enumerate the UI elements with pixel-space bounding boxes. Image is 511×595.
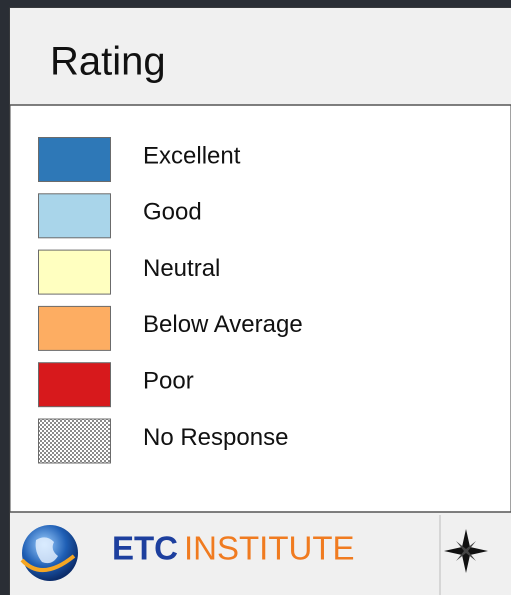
- legend-label: Excellent: [143, 142, 241, 169]
- logo-text: ETC: [112, 530, 178, 567]
- title-bar: [10, 8, 511, 105]
- logo-text: INSTITUTE: [184, 530, 355, 567]
- legend-items: Excellent Good Neutral Below Average Poor No …: [38, 137, 303, 464]
- swatch: [38, 362, 111, 408]
- panel: [9, 7, 511, 595]
- legend-title: Rating: [50, 40, 166, 84]
- swatch: [38, 137, 111, 182]
- legend-label: Poor: [143, 368, 194, 395]
- legend-label: No Response: [143, 424, 288, 451]
- footer: [10, 512, 511, 595]
- logo-globe: [20, 525, 78, 581]
- compass: [444, 529, 488, 573]
- swatch: [38, 418, 111, 464]
- swatch: [38, 305, 111, 351]
- legend-label: Good: [143, 199, 202, 226]
- swatch: [38, 249, 111, 295]
- legend-label: Neutral: [143, 255, 220, 282]
- swatch: [38, 193, 111, 239]
- legend-label: Below Average: [143, 311, 303, 338]
